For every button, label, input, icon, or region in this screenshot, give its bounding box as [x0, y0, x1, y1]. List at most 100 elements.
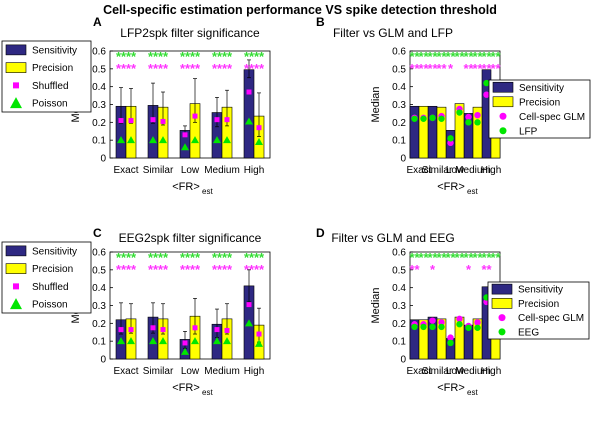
poisson-marker — [245, 319, 253, 327]
y-axis-label: Median — [370, 287, 382, 323]
y-tick-label: 0.6 — [392, 248, 406, 259]
legend-label: LFP — [519, 126, 538, 137]
significance-stars: ** — [190, 250, 201, 265]
precision-bar — [472, 106, 483, 159]
shuffled-marker — [192, 113, 198, 119]
y-tick-label: 0.4 — [92, 283, 106, 294]
legend-label: Precision — [32, 63, 73, 74]
panel-b: B Filter vs GLM and LFP 0 0.1 0.2 0.3 0.4 0.5 0.… — [316, 15, 591, 196]
y-tick-label: 0.4 — [392, 82, 406, 93]
y-tick-label: 0.2 — [392, 319, 406, 330]
significance-stars: ** — [445, 250, 456, 265]
significance-stars: ** — [116, 61, 127, 76]
significance-stars: ** — [254, 61, 265, 76]
eeg-marker — [465, 324, 472, 331]
poisson-marker — [181, 143, 189, 151]
x-axis-label-subscript: est — [202, 388, 213, 397]
legend-swatch — [492, 81, 514, 93]
significance-stars: ** — [212, 61, 223, 76]
panel-d: D Filter vs GLM and EEG 0 0.1 0.2 0.3 0.4 0.5 0.… — [316, 226, 590, 397]
panel-letter: D — [316, 226, 325, 240]
x-axis-label-subscript: est — [202, 187, 213, 196]
x-tick-label: Similar — [143, 165, 174, 176]
significance-stars: ** — [116, 49, 127, 64]
shuffled-marker — [224, 117, 230, 123]
x-tick-label: Similar — [143, 366, 174, 377]
x-tick-label: Low — [446, 366, 465, 377]
poisson-marker — [245, 117, 253, 125]
y-tick-label: 0.4 — [392, 283, 406, 294]
panel-letter: C — [93, 226, 102, 240]
significance-stars: ** — [481, 49, 492, 64]
cell-spec-glm-marker — [438, 319, 445, 326]
precision-bar — [454, 103, 465, 159]
lfp-marker — [474, 119, 481, 126]
legend: Sensitivity Precision Shuffled Poisson — [1, 40, 92, 113]
x-tick-label: Medium — [204, 165, 240, 176]
cell-spec-glm-marker — [474, 112, 481, 119]
x-tick-label: Exact — [113, 165, 138, 176]
y-tick-label: 0.3 — [392, 100, 406, 111]
poisson-marker — [223, 337, 231, 345]
eeg-marker — [438, 323, 445, 331]
poisson-marker — [255, 137, 263, 145]
shuffled-marker — [150, 117, 156, 123]
significance-stars: ** — [158, 49, 169, 64]
significance-stars: ** — [180, 61, 191, 76]
y-tick-label: 0.2 — [92, 118, 106, 129]
significance-stars: ** — [481, 262, 492, 277]
y-tick-label: 0.3 — [92, 100, 106, 111]
precision-bar — [436, 318, 447, 360]
significance-stars: ** — [418, 49, 429, 64]
eeg-marker — [447, 339, 454, 347]
significance-stars: ** — [212, 262, 223, 277]
significance-stars: ** — [222, 250, 233, 265]
significance-stars: ** — [427, 61, 438, 76]
significance-stars: ** — [463, 49, 474, 64]
cell-spec-glm-marker — [456, 315, 463, 323]
legend-label: Sensitivity — [519, 83, 564, 94]
legend-label: EEG — [518, 327, 539, 338]
significance-stars: ** — [409, 61, 420, 76]
legend-label: Sensitivity — [518, 285, 563, 296]
significance-stars: ** — [180, 49, 191, 64]
poisson-marker — [255, 339, 263, 347]
significance-stars: ** — [254, 262, 265, 277]
x-axis-label: <FR> — [172, 181, 200, 193]
shuffled-marker — [246, 302, 252, 308]
significance-stars: ** — [490, 49, 501, 64]
sensitivity-bar — [427, 105, 438, 159]
x-tick-label: Similar — [422, 165, 453, 176]
legend-label: Sensitivity — [32, 45, 77, 56]
lfp-marker — [411, 115, 418, 122]
significance-stars: ** — [418, 61, 429, 76]
legend-swatch — [498, 328, 506, 336]
significance-stars: ** — [490, 250, 501, 265]
y-tick-label: 0.6 — [392, 47, 406, 58]
significance-stars: ** — [116, 250, 127, 265]
shuffled-marker — [182, 340, 188, 346]
shuffled-marker — [256, 125, 262, 131]
significance-stars: ** — [445, 49, 456, 64]
panel-title: Filter vs GLM and EEG — [331, 231, 454, 245]
x-axis-label: <FR> — [172, 382, 200, 394]
significance-stars: ** — [481, 61, 492, 76]
shuffled-marker — [192, 325, 198, 331]
shuffled-marker — [160, 118, 166, 124]
y-tick-label: 0.2 — [92, 319, 106, 330]
cell-spec-glm-marker — [429, 317, 436, 324]
precision-bar — [436, 106, 447, 159]
legend-label: Shuffled — [32, 282, 69, 293]
significance-stars: ** — [481, 250, 492, 265]
x-tick-label: Medium — [204, 366, 240, 377]
x-tick-label: High — [481, 165, 502, 176]
legend-swatch — [499, 112, 507, 120]
significance-stars: ** — [436, 49, 447, 64]
significance-stars: ** — [158, 262, 169, 277]
lfp-marker — [465, 119, 472, 126]
legend-label: Precision — [32, 264, 73, 275]
significance-stars: ** — [148, 61, 159, 76]
legend-label: Sensitivity — [32, 246, 77, 257]
eeg-marker — [456, 321, 463, 328]
significance-stars: ** — [463, 250, 474, 265]
